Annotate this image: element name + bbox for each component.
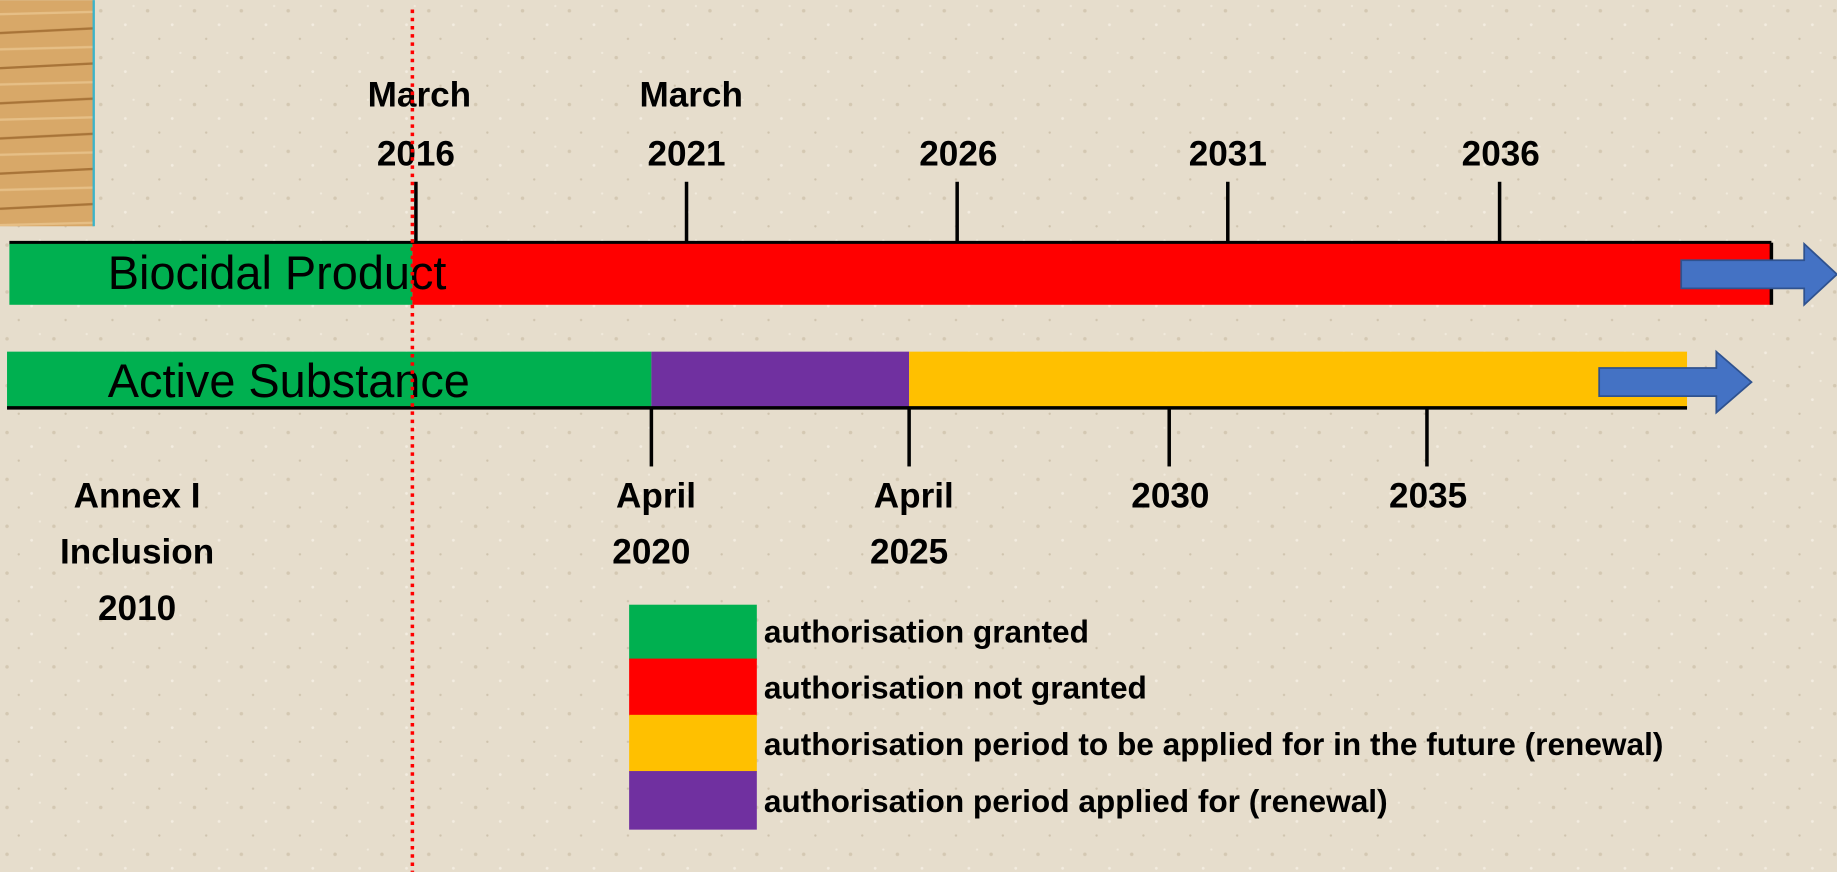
photo [0, 0, 94, 226]
annex-label: Annex I [74, 476, 201, 515]
timeline-slide: March 2016 March 2021 2026 2031 2036 Bio… [0, 0, 1837, 872]
segment-applied [651, 352, 909, 408]
tick-label: 2020 [612, 533, 690, 572]
legend-label: authorisation not granted [764, 670, 1147, 706]
tick-label: 2021 [647, 134, 725, 173]
segment-future [909, 352, 1687, 408]
legend-swatch [629, 605, 757, 660]
tick-label: April [874, 476, 954, 515]
legend-label: authorisation period applied for (renewa… [764, 783, 1388, 819]
legend-swatch [629, 659, 757, 716]
tick-label: April [616, 476, 696, 515]
legend-swatch [629, 771, 757, 830]
tick-label: 2035 [1389, 476, 1467, 515]
legend-label: authorisation granted [764, 613, 1089, 649]
tick-label: March [639, 76, 742, 115]
bar-label: Active Substance [108, 355, 470, 407]
annex-label: 2010 [98, 589, 176, 628]
bar-label: Biocidal Product [108, 247, 447, 299]
tick-label: 2036 [1462, 134, 1540, 173]
tick-label: 2031 [1189, 134, 1267, 173]
legend-swatch [629, 715, 757, 772]
segment-not-granted [412, 244, 1771, 305]
tick-label: 2030 [1131, 476, 1209, 515]
page: March 2016 March 2021 2026 2031 2036 Bio… [0, 0, 1837, 872]
tick-label: 2026 [919, 134, 997, 173]
tick-label: 2016 [377, 134, 455, 173]
annex-label: Inclusion [60, 533, 214, 572]
tick-label: 2025 [870, 533, 948, 572]
tick-label: March [368, 76, 471, 115]
legend-label: authorisation period to be applied for i… [764, 726, 1664, 762]
